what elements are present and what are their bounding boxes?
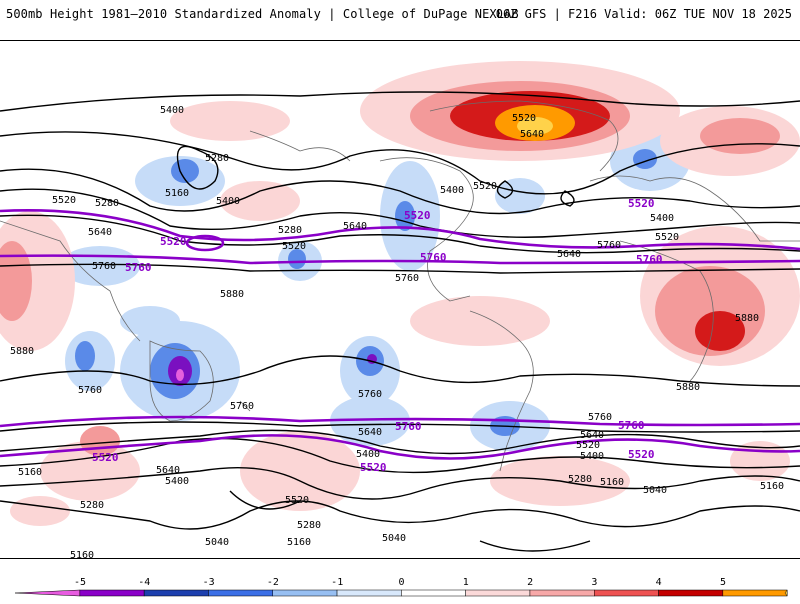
purple-contour-label: 5760 bbox=[636, 253, 663, 266]
contour-label: 5760 bbox=[395, 273, 419, 284]
contour-label: 5280 bbox=[95, 198, 119, 209]
contour-label: 5760 bbox=[597, 240, 621, 251]
colorbar: -5 -4 -3 -2 -1 0 1 2 3 4 5 bbox=[0, 560, 800, 600]
contour-label: 5520 bbox=[655, 232, 679, 243]
contour-label: 5280 bbox=[205, 153, 229, 164]
contour-label: 5520 bbox=[473, 181, 497, 192]
contour-label: 5040 bbox=[205, 537, 229, 548]
contour-label: 5160 bbox=[600, 477, 624, 488]
contour-label: 5040 bbox=[382, 533, 406, 544]
contour-label: 5520 bbox=[576, 440, 600, 451]
contour-label: 5640 bbox=[358, 427, 382, 438]
purple-contours bbox=[0, 208, 800, 460]
contour-label: 5880 bbox=[10, 346, 34, 357]
colorbar-tick-label: -3 bbox=[203, 577, 215, 588]
contour-label: 5400 bbox=[160, 105, 184, 116]
purple-contour-label: 5520 bbox=[404, 209, 431, 222]
contour-label: 5040 bbox=[643, 485, 667, 496]
contour-label: 5400 bbox=[650, 213, 674, 224]
colorbar-swatches bbox=[14, 589, 788, 597]
colorbar-swatch bbox=[272, 589, 338, 597]
contour-label: 5280 bbox=[297, 520, 321, 531]
contour-labels: 5400 5280 5520 5280 5160 5400 5640 5280 … bbox=[10, 105, 784, 558]
colorbar-tick-label: 5 bbox=[720, 577, 726, 588]
contour-label: 5400 bbox=[216, 196, 240, 207]
colorbar-swatch bbox=[529, 589, 595, 597]
colorbar-tick-label: -1 bbox=[331, 577, 343, 588]
colorbar-swatch bbox=[14, 589, 81, 597]
colorbar-swatch bbox=[143, 589, 209, 597]
contour-label: 5760 bbox=[92, 261, 116, 272]
map-canvas: 5400 5280 5520 5280 5160 5400 5640 5280 … bbox=[0, 61, 800, 558]
colorbar-tick-label: 0 bbox=[398, 577, 404, 588]
contour-label: 5160 bbox=[760, 481, 784, 492]
colorbar-swatch bbox=[465, 589, 531, 597]
contour-label: 5880 bbox=[220, 289, 244, 300]
contour-label: 5640 bbox=[343, 221, 367, 232]
colorbar-tick-label: 1 bbox=[463, 577, 469, 588]
contour-label: 5640 bbox=[557, 249, 581, 260]
contour-label: 5280 bbox=[568, 474, 592, 485]
contour-label: 5760 bbox=[78, 385, 102, 396]
contour-label: 5880 bbox=[735, 313, 759, 324]
purple-contour-label: 5520 bbox=[360, 461, 387, 474]
contour-label: 5640 bbox=[156, 465, 180, 476]
contour-label: 5640 bbox=[88, 227, 112, 238]
purple-contour-label: 5760 bbox=[618, 419, 645, 432]
height-contours bbox=[0, 91, 800, 552]
colorbar-swatch bbox=[658, 589, 724, 597]
contour-label: 5400 bbox=[356, 449, 380, 460]
anomaly-map: 5400 5280 5520 5280 5160 5400 5640 5280 … bbox=[0, 40, 800, 559]
contour-label: 5280 bbox=[278, 225, 302, 236]
colorbar-swatch bbox=[594, 589, 659, 597]
purple-contour-label: 5520 bbox=[628, 197, 655, 210]
contour-label: 5160 bbox=[70, 550, 94, 558]
map-title: 500mb Height 1981–2010 Standardized Anom… bbox=[6, 7, 519, 21]
purple-contour-label: 5760 bbox=[395, 420, 422, 433]
contour-label: 5640 bbox=[580, 430, 604, 441]
colorbar-swatch bbox=[722, 589, 788, 597]
colorbar-swatch bbox=[336, 589, 402, 597]
purple-contour-label: 5520 bbox=[160, 235, 187, 248]
colorbar-ticks: -5 -4 -3 -2 -1 0 1 2 3 4 5 bbox=[74, 577, 726, 588]
contour-label: 5160 bbox=[18, 467, 42, 478]
colorbar-swatch bbox=[79, 589, 145, 597]
contour-label: 5640 bbox=[520, 129, 544, 140]
colorbar-tick-label: 4 bbox=[656, 577, 662, 588]
purple-contour-label: 5520 bbox=[92, 451, 119, 464]
contour-label: 5760 bbox=[588, 412, 612, 423]
purple-contour-label: 5520 bbox=[628, 448, 655, 461]
header-bar: 500mb Height 1981–2010 Standardized Anom… bbox=[0, 0, 800, 40]
colorbar-swatch bbox=[401, 589, 466, 597]
colorbar-tick-label: -5 bbox=[74, 577, 86, 588]
colorbar-tick-label: -2 bbox=[267, 577, 279, 588]
colorbar-swatch bbox=[208, 589, 273, 597]
purple-contour-labels: 5520 5760 5520 5760 5520 5760 5760 5760 … bbox=[92, 197, 663, 474]
purple-contour-label: 5760 bbox=[125, 261, 152, 274]
contour-label: 5280 bbox=[80, 500, 104, 511]
contour-label: 5760 bbox=[358, 389, 382, 400]
contour-label: 5520 bbox=[282, 241, 306, 252]
contour-label: 5160 bbox=[165, 188, 189, 199]
contour-label: 5880 bbox=[676, 382, 700, 393]
contour-label: 5400 bbox=[440, 185, 464, 196]
contour-label: 5520 bbox=[285, 495, 309, 506]
colorbar-graphic: -5 -4 -3 -2 -1 0 1 2 3 4 5 bbox=[14, 577, 788, 597]
contour-label: 5760 bbox=[230, 401, 254, 412]
colorbar-swatch bbox=[784, 589, 788, 597]
purple-contour-label: 5760 bbox=[420, 251, 447, 264]
colorbar-tick-label: 2 bbox=[527, 577, 533, 588]
contour-label: 5520 bbox=[512, 113, 536, 124]
model-run-info: 06Z GFS | F216 Valid: 06Z TUE NOV 18 202… bbox=[495, 7, 792, 21]
contour-label: 5400 bbox=[580, 451, 604, 462]
contour-label: 5160 bbox=[287, 537, 311, 548]
contour-label: 5520 bbox=[52, 195, 76, 206]
contour-label: 5400 bbox=[165, 476, 189, 487]
colorbar-tick-label: -4 bbox=[138, 577, 150, 588]
colorbar-tick-label: 3 bbox=[591, 577, 597, 588]
